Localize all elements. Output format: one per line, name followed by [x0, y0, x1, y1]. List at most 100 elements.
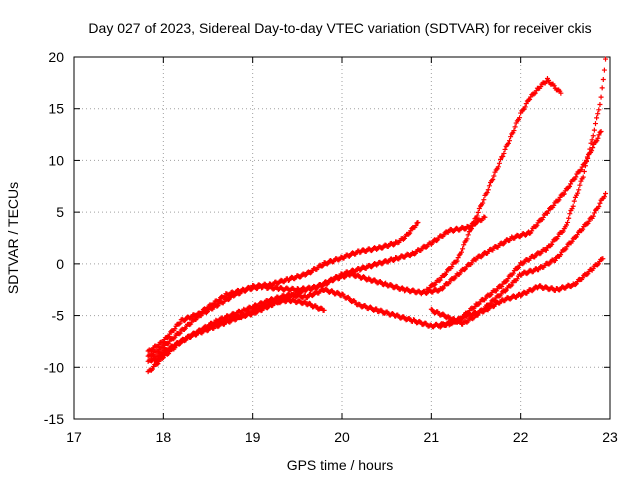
data-point: [441, 272, 447, 278]
data-point: [440, 311, 446, 317]
data-point: [496, 160, 502, 166]
data-point: [594, 115, 600, 121]
data-point: [498, 156, 504, 162]
data-point: [451, 276, 457, 282]
data-point: [553, 236, 559, 242]
data-point: [587, 146, 593, 152]
data-point: [172, 326, 178, 332]
data-point: [503, 279, 509, 285]
data-point: [203, 309, 209, 315]
data-point: [546, 77, 552, 83]
data-point: [582, 163, 588, 169]
x-tick-label: 19: [245, 429, 261, 445]
data-point: [595, 111, 601, 117]
x-tick-label: 20: [334, 429, 350, 445]
data-point: [460, 246, 466, 252]
series-track-2: [145, 219, 421, 359]
data-point: [584, 221, 590, 227]
data-point: [579, 164, 585, 170]
data-point: [461, 242, 467, 248]
data-point: [214, 303, 220, 309]
data-point: [555, 234, 561, 240]
y-tick-label: 15: [48, 101, 64, 117]
data-point: [499, 284, 505, 290]
data-point: [597, 200, 603, 206]
data-point: [571, 198, 577, 204]
data-point: [590, 133, 596, 139]
data-point: [443, 271, 449, 277]
data-point: [476, 206, 482, 212]
y-tick-label: -5: [52, 308, 65, 324]
data-point: [437, 277, 443, 283]
data-point: [502, 146, 508, 152]
data-point: [320, 262, 326, 268]
data-point: [436, 278, 442, 284]
data-point: [181, 318, 187, 324]
data-point: [515, 265, 521, 271]
data-point: [176, 331, 182, 337]
data-point: [591, 210, 597, 216]
data-point: [544, 210, 550, 216]
data-point: [368, 264, 374, 270]
data-point: [505, 140, 511, 146]
data-point: [573, 174, 579, 180]
data-point: [462, 226, 468, 232]
data-point: [597, 101, 603, 107]
data-point: [596, 132, 602, 138]
data-point: [575, 190, 581, 196]
data-point: [413, 223, 419, 229]
data-point: [580, 226, 586, 232]
y-tick-label: -15: [44, 411, 64, 427]
x-axis-label: GPS time / hours: [287, 457, 394, 473]
data-point: [586, 152, 592, 158]
data-point: [603, 56, 609, 62]
data-point: [472, 304, 478, 310]
data-point: [165, 334, 171, 340]
data-point: [598, 94, 604, 100]
data-point: [330, 278, 336, 284]
data-point: [529, 228, 535, 234]
data-point: [415, 219, 421, 225]
data-point: [600, 76, 606, 82]
data-point: [567, 183, 573, 189]
data-point: [390, 242, 396, 248]
data-point: [484, 190, 490, 196]
data-point: [469, 226, 475, 232]
data-point: [509, 282, 515, 288]
data-point: [527, 96, 533, 102]
data-point: [565, 219, 571, 225]
data-point: [596, 204, 602, 210]
data-point: [598, 128, 604, 134]
data-point: [445, 313, 451, 319]
data-point: [465, 232, 471, 238]
data-point: [551, 202, 557, 208]
data-point: [160, 353, 166, 359]
data-point: [584, 159, 590, 165]
data-point: [374, 306, 380, 312]
data-point: [231, 293, 237, 299]
data-point: [592, 121, 598, 127]
data-point: [480, 200, 486, 206]
data-marks: [145, 56, 609, 375]
data-point: [594, 138, 600, 144]
data-point: [500, 241, 506, 247]
data-point: [561, 191, 567, 197]
data-point: [560, 228, 566, 234]
data-point: [165, 341, 171, 347]
series-track-4: [145, 256, 606, 364]
data-point: [302, 299, 308, 305]
data-point: [485, 187, 491, 193]
data-point: [593, 139, 599, 145]
data-point: [449, 264, 455, 270]
data-point: [177, 330, 183, 336]
data-point: [540, 214, 546, 220]
data-point: [510, 270, 516, 276]
data-point: [428, 306, 434, 312]
data-point: [543, 247, 549, 253]
data-point: [501, 150, 507, 156]
data-point: [603, 191, 609, 197]
data-point: [524, 271, 530, 277]
data-point: [572, 282, 578, 288]
data-point: [367, 304, 373, 310]
y-tick-label: 20: [48, 49, 64, 65]
